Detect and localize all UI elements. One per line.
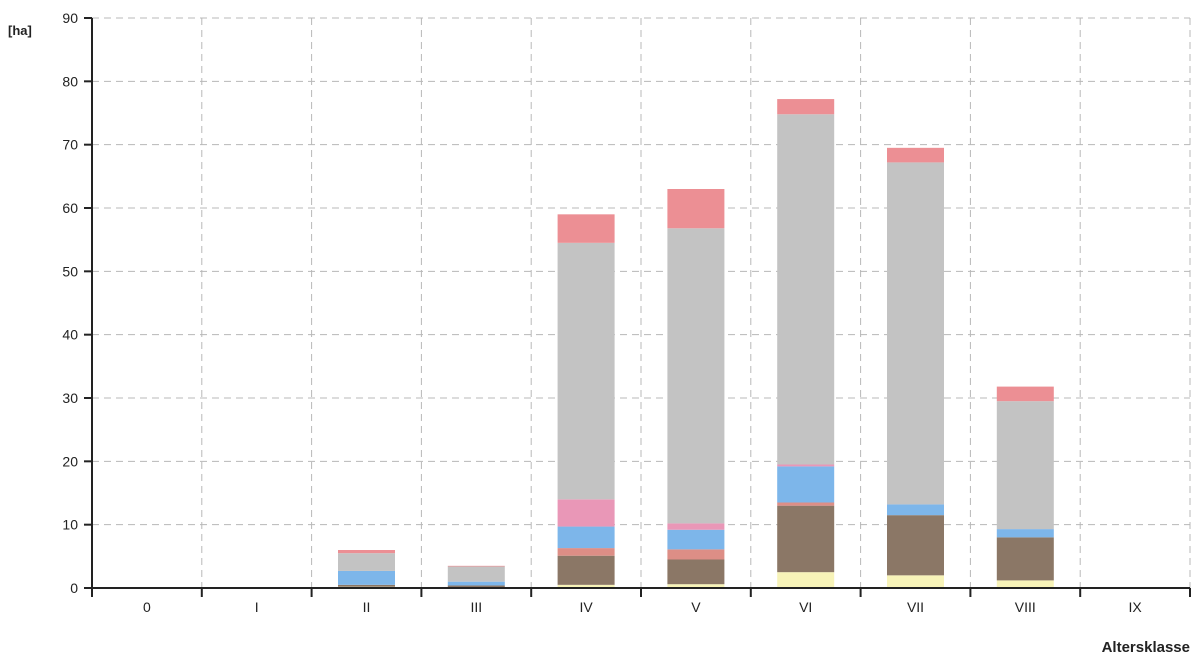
bar-segment: [447, 565, 505, 567]
x-tick-label: IX: [1128, 599, 1142, 615]
bar-segment: [887, 147, 944, 163]
y-tick-label: 70: [62, 137, 78, 153]
bar-segment: [777, 99, 835, 115]
y-tick-label: 10: [62, 517, 78, 533]
bar-segment: [777, 572, 835, 588]
bar-segment: [447, 585, 505, 588]
y-tick-label: 50: [62, 263, 78, 279]
bar-segment: [996, 529, 1054, 538]
bar-segment: [557, 499, 615, 527]
bar-segment: [777, 466, 835, 503]
bar-segment: [887, 575, 944, 588]
bar-segment: [338, 570, 395, 585]
bar-segment: [777, 502, 835, 506]
bar-segment: [887, 162, 944, 505]
bar-segment: [557, 548, 615, 556]
bar-segment: [777, 464, 835, 467]
bar-segment: [777, 505, 835, 573]
bar-segment: [447, 581, 505, 586]
bars: [338, 99, 1054, 588]
x-tick-label: III: [470, 599, 482, 615]
bar-segment: [996, 386, 1054, 402]
bar-segment: [557, 584, 615, 588]
bar-segment: [338, 553, 395, 571]
y-tick-label: 90: [62, 10, 78, 26]
bar-segment: [557, 526, 615, 549]
y-axis-unit-label: [ha]: [8, 23, 32, 38]
bar-segment: [667, 189, 725, 229]
bar-segment: [777, 114, 835, 465]
x-tick-label: I: [255, 599, 259, 615]
bar-segment: [667, 559, 725, 585]
y-tick-label: 30: [62, 390, 78, 406]
x-tick-label: VII: [907, 599, 924, 615]
x-axis-title: Altersklasse: [1102, 639, 1190, 654]
bar-segment: [557, 214, 615, 243]
bar-segment: [338, 584, 395, 587]
y-tick-label: 0: [70, 580, 78, 596]
y-tick-label: 20: [62, 453, 78, 469]
bar-segment: [667, 523, 725, 530]
bar-segment: [667, 529, 725, 550]
bar-segment: [996, 580, 1054, 588]
x-tick-label: II: [363, 599, 371, 615]
x-tick-label: V: [691, 599, 701, 615]
x-tick-label: VIII: [1015, 599, 1036, 615]
bar-segment: [667, 584, 725, 588]
y-tick-label: 80: [62, 73, 78, 89]
bar-segment: [667, 549, 725, 560]
x-tick-label: VI: [799, 599, 812, 615]
axes: [84, 18, 1190, 589]
bar-segment: [447, 566, 505, 582]
bar-segment: [557, 555, 615, 585]
bar-segment: [338, 550, 395, 554]
bar-segment: [887, 515, 944, 576]
x-tick-label: 0: [143, 599, 151, 615]
x-tick-label: IV: [579, 599, 593, 615]
bar-segment: [557, 242, 615, 500]
bar-segment: [996, 537, 1054, 581]
y-tick-label: 60: [62, 200, 78, 216]
bar-segment: [667, 228, 725, 524]
bar-segment: [996, 401, 1054, 530]
bar-segment: [887, 504, 944, 516]
y-tick-label: 40: [62, 327, 78, 343]
